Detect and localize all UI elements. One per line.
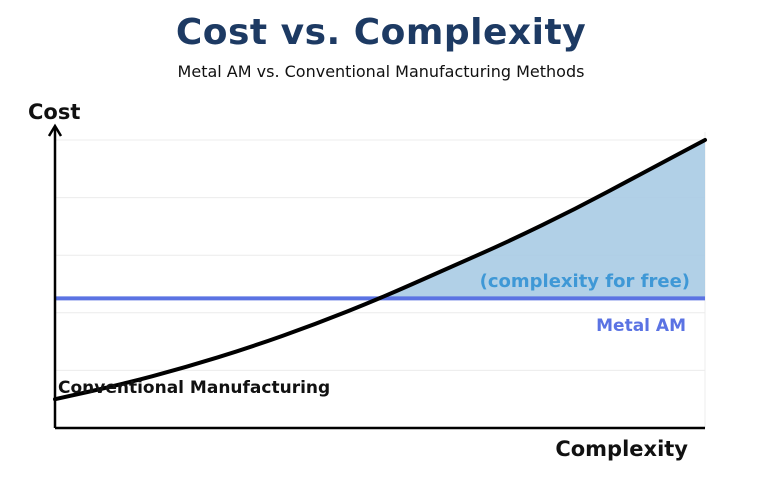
complexity-for-free-region (380, 140, 705, 299)
y-axis-label: Cost (28, 100, 80, 124)
annotation-complexity-for-free: (complexity for free) (480, 271, 690, 292)
series-label-metal-am: Metal AM (596, 316, 686, 336)
chart-title: Cost vs. Complexity (175, 12, 587, 53)
y-axis-arrow-icon (47, 123, 63, 137)
x-axis-label: Complexity (555, 437, 688, 461)
series-label-conventional: Conventional Manufacturing (58, 378, 330, 398)
chart-subtitle: Metal AM vs. Conventional Manufacturing … (177, 62, 585, 81)
series-line-conventional (53, 138, 707, 402)
